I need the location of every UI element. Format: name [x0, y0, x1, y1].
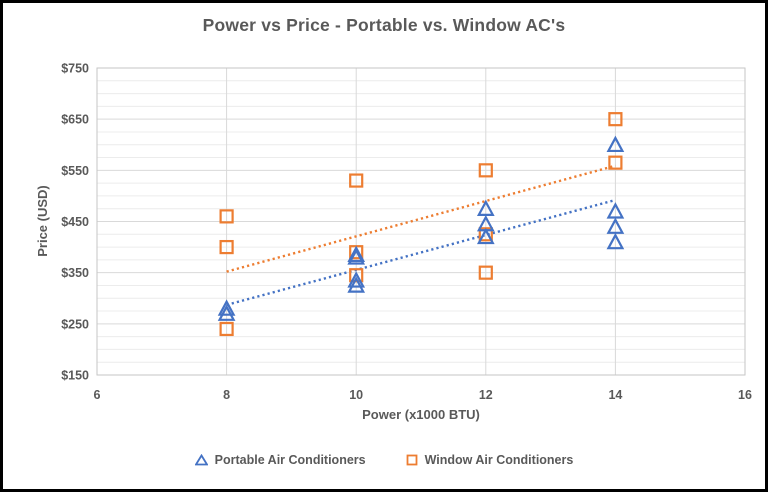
- plot-canvas: $150 $250 $350 $450 $550 $650 $750 6 8 10 12 14 16: [61, 62, 752, 403]
- data-marker-triangle: [347, 248, 366, 265]
- x-tick-label: 6: [94, 388, 101, 402]
- y-tick-label: $750: [61, 62, 89, 76]
- data-marker-square: [219, 321, 234, 337]
- data-marker-triangle: [606, 217, 625, 234]
- data-marker-triangle: [606, 135, 625, 153]
- y-tick-label: $250: [61, 317, 89, 331]
- y-tick-label: $450: [61, 215, 89, 229]
- data-marker-triangle: [347, 276, 366, 293]
- square-marker-icon: [406, 454, 418, 466]
- data-marker-triangle: [347, 245, 366, 263]
- trendline: [226, 164, 616, 273]
- data-marker-square: [219, 239, 234, 255]
- data-marker-square: [349, 173, 364, 188]
- data-marker-triangle: [217, 304, 236, 321]
- y-tick-label: $350: [61, 266, 89, 280]
- y-tick-label: $550: [61, 164, 89, 178]
- data-marker-triangle: [476, 227, 495, 245]
- legend-item-window: Window Air Conditioners: [406, 453, 574, 467]
- x-tick-label: 8: [223, 388, 230, 402]
- trendline: [226, 198, 616, 307]
- legend: Portable Air Conditioners Window Air Con…: [3, 453, 765, 467]
- data-marker-square: [219, 209, 234, 224]
- y-axis-title: Price (USD): [35, 185, 50, 257]
- chart-title: Power vs Price - Portable vs. Window AC'…: [202, 15, 566, 35]
- data-marker-square: [478, 265, 493, 280]
- x-tick-label: 10: [349, 388, 363, 402]
- x-tick-label: 16: [738, 388, 752, 402]
- data-marker-square: [349, 268, 364, 283]
- data-marker-square: [478, 163, 493, 178]
- legend-label: Window Air Conditioners: [424, 453, 574, 467]
- data-marker-triangle: [606, 202, 625, 219]
- plot-border: [96, 67, 746, 376]
- data-marker-triangle: [606, 232, 625, 250]
- data-marker-triangle: [217, 299, 236, 316]
- y-tick-label: $150: [61, 369, 89, 383]
- y-tick-label: $650: [61, 113, 89, 127]
- x-tick-label: 14: [608, 388, 622, 402]
- x-tick-label: 12: [479, 388, 493, 402]
- data-marker-square: [608, 155, 623, 170]
- legend-item-portable: Portable Air Conditioners: [194, 453, 366, 467]
- data-marker-triangle: [476, 199, 495, 217]
- data-marker-triangle: [347, 271, 366, 288]
- triangle-marker-icon: [194, 454, 208, 466]
- data-marker-square: [608, 112, 623, 127]
- legend-label: Portable Air Conditioners: [214, 453, 366, 467]
- x-axis-title: Power (x1000 BTU): [362, 407, 480, 422]
